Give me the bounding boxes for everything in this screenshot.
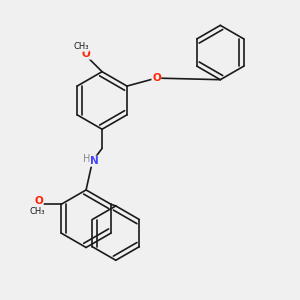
Text: O: O: [34, 196, 43, 206]
Text: CH₃: CH₃: [29, 207, 45, 216]
Text: CH₃: CH₃: [74, 42, 89, 51]
Text: N: N: [90, 156, 99, 166]
Text: O: O: [152, 73, 161, 83]
Text: H: H: [83, 154, 90, 164]
Text: O: O: [82, 49, 91, 59]
